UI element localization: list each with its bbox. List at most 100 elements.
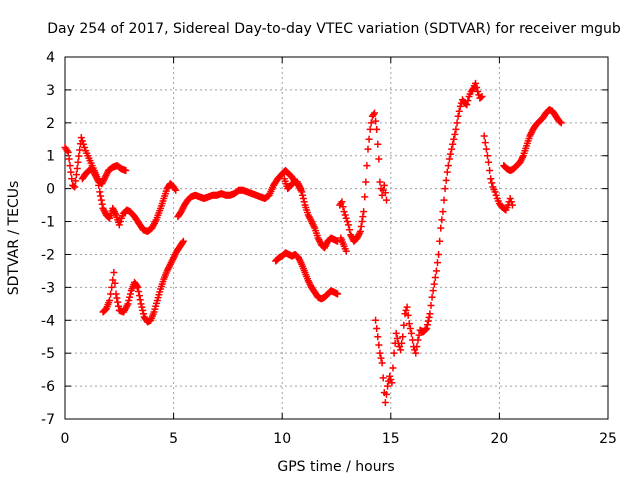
data-point [113,294,121,302]
data-point [67,168,75,176]
y-tick-label: -6 [41,379,55,395]
data-point [480,132,488,140]
data-point [65,155,73,163]
data-point [358,218,366,226]
x-tick-label: 0 [61,431,70,447]
data-point [376,178,384,186]
y-tick-label: 4 [46,50,55,66]
data-point [342,214,350,222]
data-point [452,125,460,133]
data-point [372,117,380,125]
data-point [415,331,423,339]
data-point [397,346,405,354]
y-tick-label: -7 [41,412,55,428]
data-point [79,140,87,148]
data-point [108,283,116,291]
data-point [374,333,382,341]
data-point [556,118,564,126]
y-tick-label: 1 [46,149,55,165]
data-point [339,203,347,211]
data-point [366,125,374,133]
data-point [422,325,430,333]
data-point [381,399,389,407]
data-point [359,213,367,221]
data-point [373,125,381,133]
plot-area-frame [64,56,609,420]
data-point [133,282,141,290]
data-point [442,176,450,184]
data-point [126,293,134,301]
data-point [431,273,439,281]
data-point [134,283,142,291]
data-point [485,158,493,166]
data-point [299,191,307,199]
data-point [376,349,384,357]
data-point [450,135,458,143]
data-point [392,329,400,337]
x-tick-label: 25 [599,431,617,447]
data-point [390,349,398,357]
data-point [298,188,306,196]
data-point [557,119,565,127]
data-point [379,374,387,382]
data-point [404,311,412,319]
data-point [122,167,130,175]
data-point [435,250,443,258]
data-point [97,196,105,204]
data-point [387,376,395,384]
x-tick-label: 20 [490,431,508,447]
data-point [486,167,494,175]
data-point [453,119,461,127]
data-point [444,162,452,170]
data-point [401,310,409,318]
data-point [136,296,144,304]
data-point [423,321,431,329]
data-point [74,158,82,166]
data-point [483,152,491,160]
data-point [445,155,453,163]
data-point [424,317,432,325]
data-point [491,188,499,196]
data-point [106,297,114,305]
data-point [382,390,390,398]
data-point [138,303,146,311]
data-point [114,302,122,310]
data-point [343,218,351,226]
data-point [381,189,389,197]
data-point [508,201,516,209]
x-axis-title: GPS time / hours [277,459,394,475]
data-point [377,354,385,362]
data-point [481,139,489,147]
data-point [398,339,406,347]
y-tick-label: 3 [46,83,55,99]
data-point [413,343,421,351]
data-point [380,181,388,189]
data-point [334,237,342,245]
data-point [384,382,392,390]
data-point [407,329,415,337]
data-point [487,175,495,183]
data-point [98,200,106,208]
data-point [72,171,80,179]
data-point [299,195,307,203]
data-point [341,211,349,219]
data-point [73,164,81,172]
data-point [402,306,410,314]
data-point [389,364,397,372]
data-point [361,193,369,201]
data-point [448,145,456,153]
data-point [356,227,364,235]
chart-title: Day 254 of 2017, Sidereal Day-to-day VTE… [47,21,621,37]
data-point [371,109,379,117]
data-point [412,349,420,357]
data-point [414,336,422,344]
data-point [427,301,435,309]
data-point [116,218,124,226]
data-point [374,140,382,148]
data-point [473,83,481,91]
data-point [439,208,447,216]
data-point [78,137,86,145]
data-point [477,93,485,101]
data-point [363,162,371,170]
